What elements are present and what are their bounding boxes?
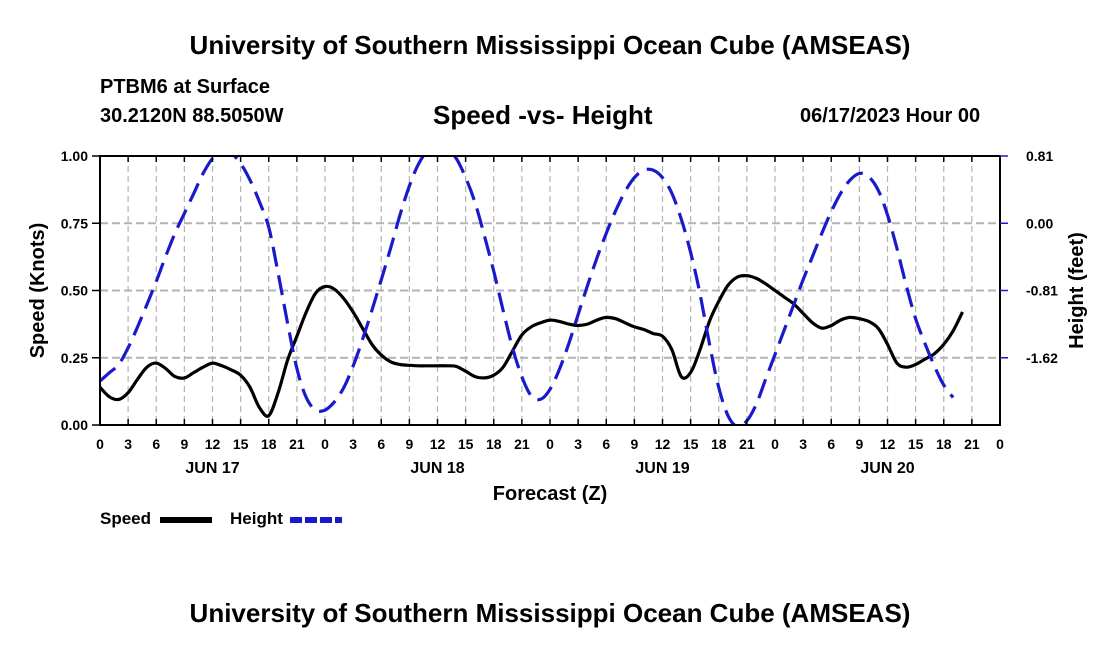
y-tick-label: 0.75 bbox=[61, 215, 88, 231]
x-tick-label: 15 bbox=[233, 436, 249, 452]
station-coordinates: 30.2120N 88.5050W bbox=[100, 105, 284, 127]
x-tick-label: 21 bbox=[739, 436, 755, 452]
forecast-run-time: 06/17/2023 Hour 00 bbox=[800, 105, 981, 127]
grid-layer bbox=[100, 156, 1000, 425]
x-tick-label: 0 bbox=[96, 436, 104, 452]
ticks-layer: 0 3 6 9 12 15 18 21 0 3 6 9 12 15 18 21 0 3 6 9 12 15 18 21 0 3 6 9… bbox=[61, 148, 1058, 477]
legend-speed-label: Speed bbox=[100, 509, 152, 528]
x-tick-label: 0 bbox=[321, 436, 329, 452]
y-tick-label: 0.00 bbox=[61, 417, 88, 433]
x-tick-label: 6 bbox=[602, 436, 610, 452]
x-tick-label: 12 bbox=[655, 436, 671, 452]
day-label: JUN 20 bbox=[860, 460, 914, 477]
legend-height-label: Height bbox=[230, 509, 283, 528]
y2-axis-title: Height (feet) bbox=[1066, 232, 1088, 349]
footer-title: University of Southern Mississippi Ocean… bbox=[189, 598, 911, 628]
speed-series-line bbox=[100, 274, 964, 418]
x-tick-label: 18 bbox=[486, 436, 502, 452]
x-tick-label: 9 bbox=[180, 436, 188, 452]
height-series-line bbox=[100, 156, 955, 425]
x-tick-label: 21 bbox=[964, 436, 980, 452]
y-tick-label: 0.25 bbox=[61, 350, 88, 366]
station-name: PTBM6 at Surface bbox=[100, 76, 271, 98]
x-tick-label: 3 bbox=[574, 436, 582, 452]
y2-tick-label: -1.62 bbox=[1026, 350, 1058, 366]
x-tick-label: 18 bbox=[711, 436, 727, 452]
x-tick-label: 0 bbox=[996, 436, 1004, 452]
x-tick-label: 0 bbox=[546, 436, 554, 452]
day-label: JUN 17 bbox=[185, 460, 239, 477]
x-tick-label: 3 bbox=[799, 436, 807, 452]
x-tick-label: 9 bbox=[855, 436, 863, 452]
x-tick-label: 12 bbox=[205, 436, 221, 452]
x-tick-label: 21 bbox=[289, 436, 305, 452]
y2-tick-label: -0.81 bbox=[1026, 283, 1058, 299]
y2-tick-label: 0.00 bbox=[1026, 215, 1053, 231]
x-tick-label: 21 bbox=[514, 436, 530, 452]
y-tick-label: 0.50 bbox=[61, 283, 88, 299]
x-tick-label: 15 bbox=[458, 436, 474, 452]
x-tick-label: 9 bbox=[630, 436, 638, 452]
x-tick-label: 18 bbox=[936, 436, 952, 452]
x-tick-label: 3 bbox=[349, 436, 357, 452]
y-tick-label: 1.00 bbox=[61, 148, 88, 164]
x-tick-label: 6 bbox=[827, 436, 835, 452]
x-tick-label: 12 bbox=[430, 436, 446, 452]
series-layer bbox=[100, 156, 964, 425]
x-tick-label: 18 bbox=[261, 436, 277, 452]
x-tick-label: 15 bbox=[908, 436, 924, 452]
x-tick-label: 9 bbox=[405, 436, 413, 452]
x-tick-label: 6 bbox=[377, 436, 385, 452]
y-axis-title: Speed (Knots) bbox=[27, 223, 49, 359]
x-tick-label: 0 bbox=[771, 436, 779, 452]
chart-subtitle: Speed -vs- Height bbox=[433, 100, 653, 130]
main-title: University of Southern Mississippi Ocean… bbox=[189, 30, 911, 60]
x-tick-label: 3 bbox=[124, 436, 132, 452]
x-tick-label: 12 bbox=[880, 436, 896, 452]
x-tick-label: 6 bbox=[152, 436, 160, 452]
x-axis-title: Forecast (Z) bbox=[493, 483, 607, 505]
x-tick-label: 15 bbox=[683, 436, 699, 452]
day-label: JUN 18 bbox=[410, 460, 464, 477]
day-label: JUN 19 bbox=[635, 460, 689, 477]
y2-tick-label: 0.81 bbox=[1026, 148, 1053, 164]
